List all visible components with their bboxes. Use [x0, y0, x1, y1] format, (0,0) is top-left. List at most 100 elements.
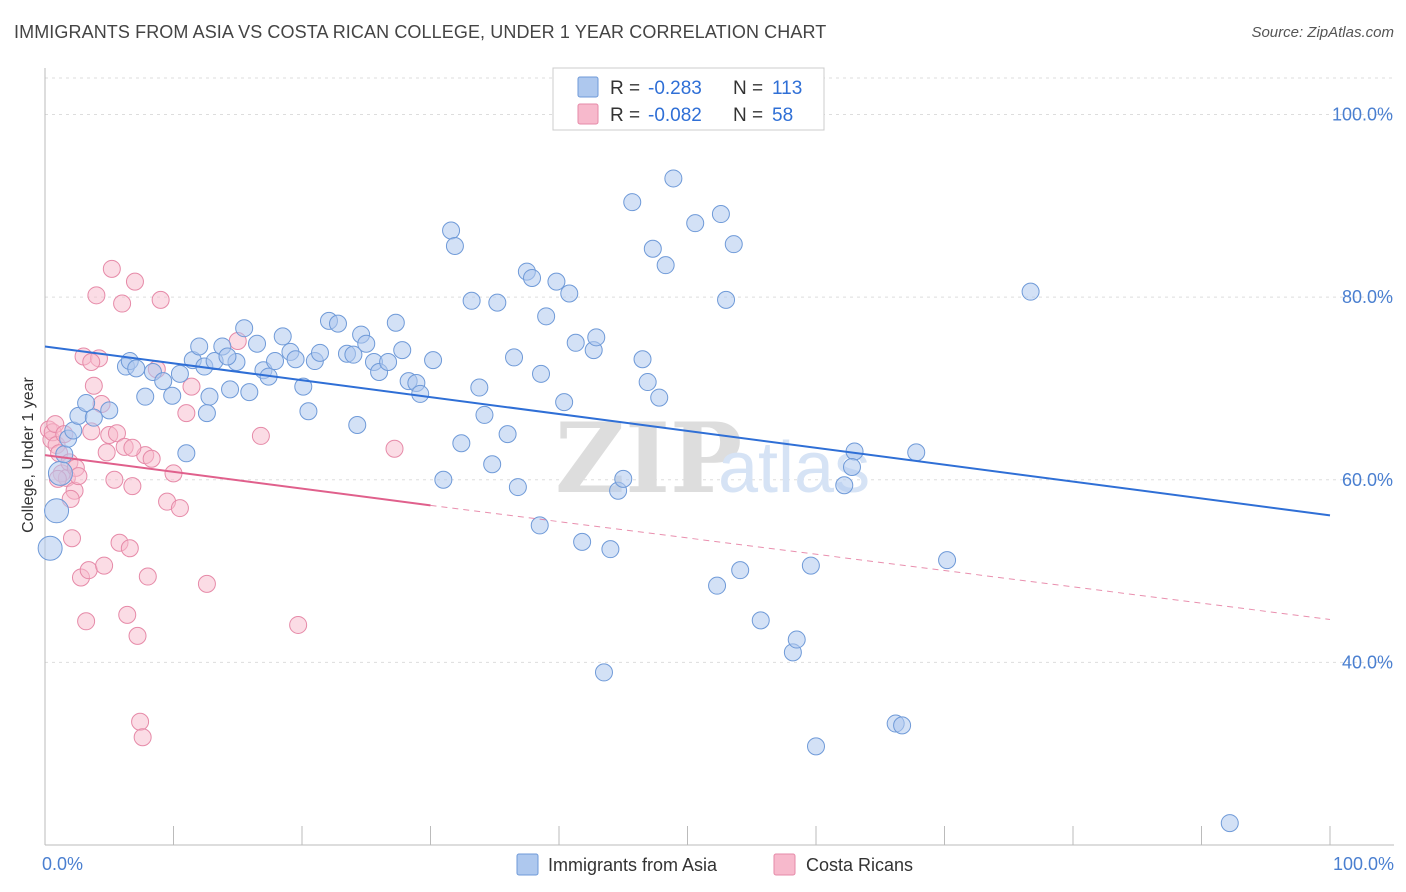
costa-ricans-point [142, 449, 161, 468]
y-tick-label: 100.0% [1332, 105, 1393, 125]
asia-point [310, 343, 329, 362]
asia-point [170, 364, 189, 383]
asia-point [643, 239, 662, 258]
asia-point [560, 284, 579, 303]
x-tick-label-max: 100.0% [1333, 854, 1394, 874]
series-legend-label-costa: Costa Ricans [806, 855, 913, 875]
costa-ricans-point [123, 438, 142, 457]
asia-point [379, 352, 398, 371]
series-legend-label-asia: Immigrants from Asia [548, 855, 718, 875]
y-tick-label: 60.0% [1342, 470, 1393, 490]
asia-point [711, 205, 730, 224]
asia-point [328, 314, 347, 333]
chart-source: Source: ZipAtlas.com [1251, 24, 1394, 41]
legend-swatch-costa [577, 103, 599, 125]
costa-ricans-point [62, 529, 81, 548]
asia-point [530, 516, 549, 535]
costa-ricans-point [151, 290, 170, 309]
asia-point [475, 405, 494, 424]
costa-ricans-point [107, 424, 126, 443]
costa-ricans-point [113, 294, 132, 313]
asia-point [393, 341, 412, 360]
asia-point [623, 193, 642, 212]
asia-point [273, 327, 292, 346]
asia-point [411, 384, 430, 403]
asia-point [1021, 282, 1040, 301]
asia-points [37, 169, 1239, 833]
asia-point [664, 169, 683, 188]
asia-point [266, 352, 285, 371]
asia-point [218, 347, 237, 366]
axes [44, 68, 1394, 846]
costa-ricans-point [87, 286, 106, 305]
asia-point [248, 334, 267, 353]
asia-point [523, 268, 542, 287]
asia-point [240, 383, 259, 402]
asia-point [434, 470, 453, 489]
asia-point [47, 460, 73, 486]
costa-ricans-points [39, 259, 404, 747]
asia-point [177, 444, 196, 463]
asia-point [442, 221, 461, 240]
x-ticks [44, 826, 1331, 845]
asia-point [751, 611, 770, 630]
asia-point [483, 455, 502, 474]
x-tick-label-min: 0.0% [42, 854, 83, 874]
costa-ricans-point [123, 477, 142, 496]
y-tick-label: 80.0% [1342, 287, 1393, 307]
asia-point [286, 350, 305, 369]
asia-point [294, 377, 313, 396]
asia-point [686, 214, 705, 233]
asia-point [587, 328, 606, 347]
costa-ricans-point [289, 615, 308, 634]
asia-point [84, 408, 103, 427]
stats-legend: R = -0.283 N = 113 R = -0.082 N = 58 [552, 67, 825, 131]
costa-ricans-point [131, 712, 150, 731]
asia-trend-line [44, 345, 1331, 517]
asia-point [55, 445, 74, 464]
asia-point [344, 345, 363, 364]
costa-ricans-point [105, 470, 124, 489]
costa-trend-line-dashed [430, 504, 1331, 620]
series-legend-swatch-asia [516, 853, 539, 876]
asia-point [573, 532, 592, 551]
costa-ricans-point [79, 561, 98, 580]
costa-ricans-point [97, 443, 116, 462]
costa-ricans-point [170, 499, 189, 518]
asia-point [801, 556, 820, 575]
asia-point [508, 478, 527, 497]
legend-r-value-asia: -0.283 [648, 78, 702, 99]
costa-ricans-point [138, 567, 157, 586]
costa-ricans-point [197, 574, 216, 593]
asia-point [505, 348, 524, 367]
asia-point [445, 237, 464, 256]
costa-ricans-point [133, 728, 152, 747]
watermark-zip: ZIP [555, 402, 742, 515]
asia-point [656, 256, 675, 275]
legend-r-label-asia: R = [610, 78, 640, 99]
asia-point [650, 388, 669, 407]
costa-ricans-point [177, 404, 196, 423]
y-tick-labels: 40.0% 60.0% 80.0% 100.0% [1332, 105, 1393, 673]
asia-point [77, 394, 96, 413]
costa-ricans-point [251, 426, 270, 445]
legend-n-value-asia: 113 [772, 78, 802, 99]
asia-point [197, 404, 216, 423]
asia-point [708, 576, 727, 595]
legend-n-value-costa: 58 [772, 105, 793, 126]
asia-point [547, 272, 566, 291]
asia-point [532, 364, 551, 383]
asia-point [136, 387, 155, 406]
costa-ricans-point [95, 556, 114, 575]
asia-point [498, 425, 517, 444]
costa-ricans-point [84, 376, 103, 395]
asia-point [594, 663, 613, 682]
asia-point [299, 402, 318, 421]
costa-ricans-point [385, 439, 404, 458]
asia-point [787, 630, 806, 649]
asia-point [566, 333, 585, 352]
costa-ricans-point [77, 612, 96, 631]
asia-point [807, 737, 825, 756]
asia-point [44, 498, 70, 524]
costa-trend-line-solid [44, 454, 431, 507]
